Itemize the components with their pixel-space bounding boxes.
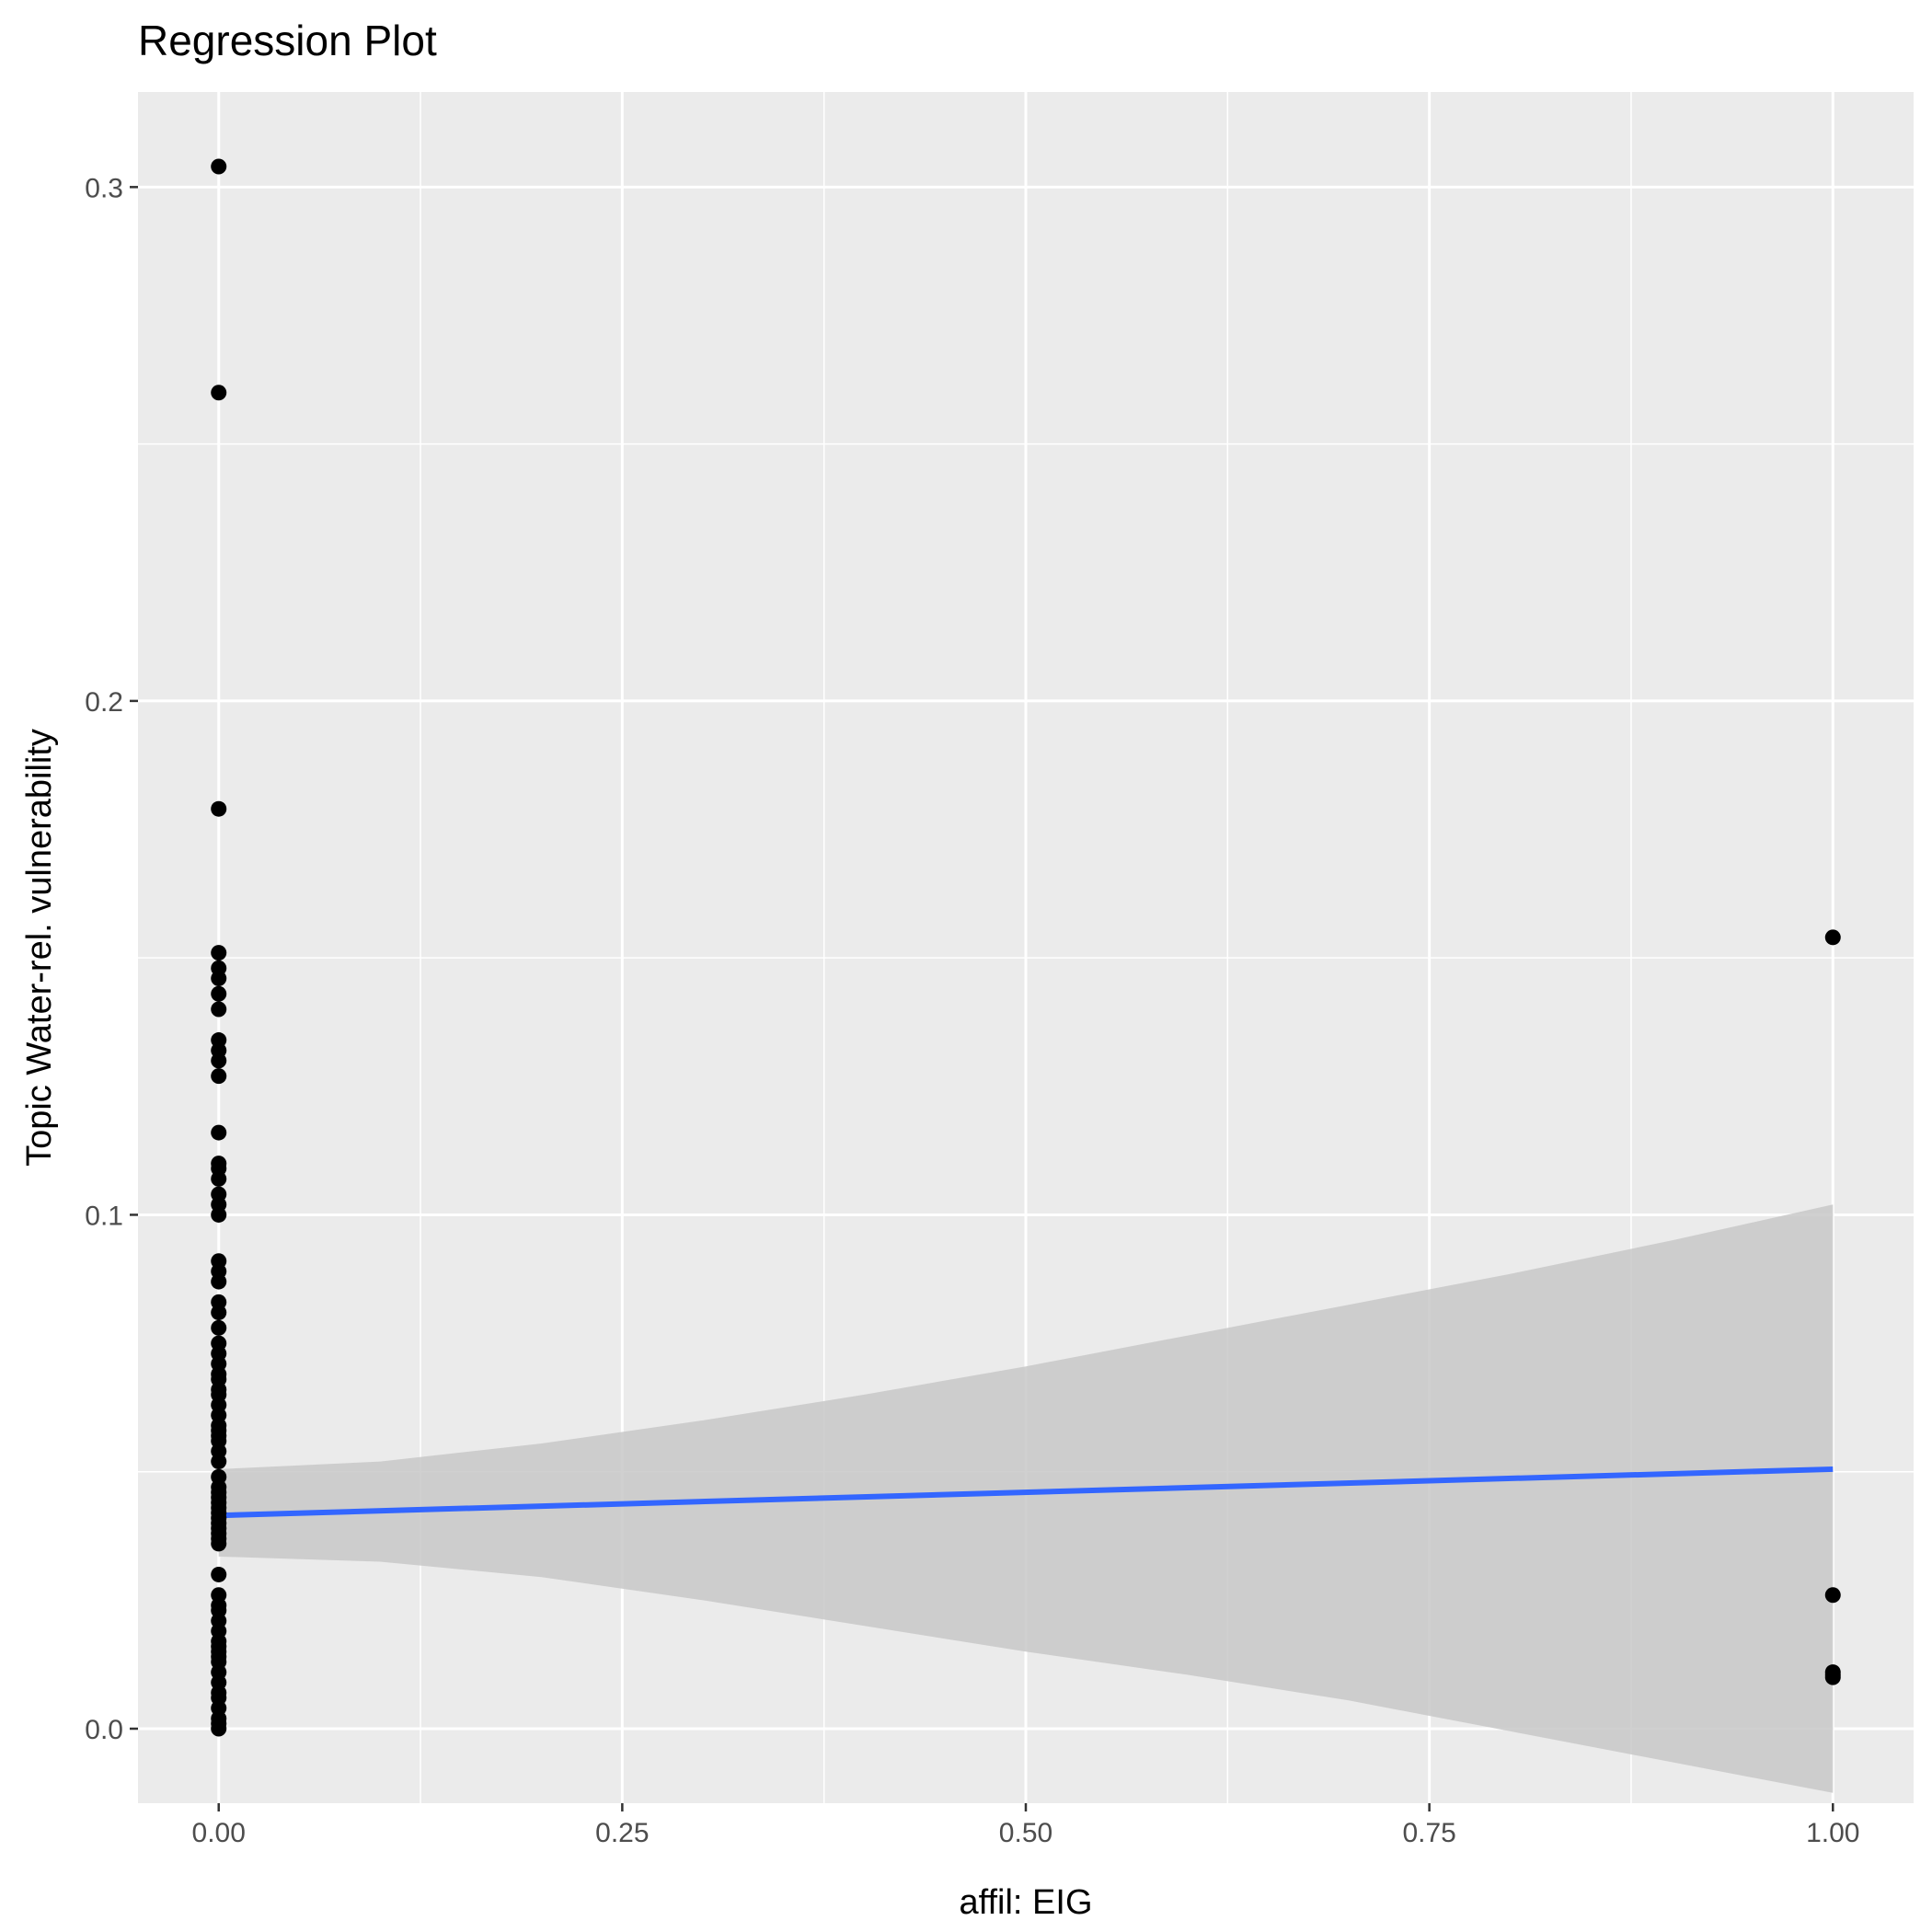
- regression-line: [218, 1466, 1834, 1519]
- data-point: [211, 158, 227, 175]
- y-axis-title: Topic Water-rel. vulnerability: [20, 729, 59, 1167]
- y-tick-label: 0.2: [85, 687, 123, 718]
- x-tick-label: 0.00: [192, 1818, 246, 1848]
- x-axis-ticks: 0.00 0.25 0.50 0.75 1.00: [192, 1803, 1859, 1848]
- data-point: [211, 1068, 227, 1085]
- confidence-band: [218, 1204, 1834, 1793]
- chart-title: Regression Plot: [138, 17, 437, 64]
- x-axis-title: affil: EIG: [959, 1883, 1092, 1922]
- data-point: [211, 945, 227, 961]
- data-point: [1824, 929, 1841, 946]
- data-point: [211, 385, 227, 401]
- data-point: [1824, 1669, 1841, 1685]
- data-point: [211, 1206, 227, 1223]
- data-point: [211, 1124, 227, 1141]
- y-axis-ticks: 0.0 0.1 0.2 0.3: [85, 173, 138, 1745]
- y-tick-label: 0.0: [85, 1715, 123, 1745]
- data-point: [211, 971, 227, 987]
- y-tick-label: 0.1: [85, 1201, 123, 1231]
- data-point: [211, 1052, 227, 1069]
- data-point: [211, 1720, 227, 1737]
- data-points: [211, 158, 1841, 1737]
- x-tick-label: 0.75: [1402, 1818, 1455, 1848]
- data-point: [211, 800, 227, 817]
- x-tick-label: 0.50: [999, 1818, 1052, 1848]
- data-point: [211, 1566, 227, 1582]
- data-point: [211, 1273, 227, 1290]
- data-point: [211, 1535, 227, 1552]
- data-point: [211, 1170, 227, 1187]
- data-point: [211, 985, 227, 1002]
- data-point: [1824, 1587, 1841, 1604]
- x-tick-label: 1.00: [1806, 1818, 1859, 1848]
- data-point: [211, 1001, 227, 1018]
- x-tick-label: 0.25: [595, 1818, 649, 1848]
- data-point: [211, 1454, 227, 1470]
- data-point: [211, 1319, 227, 1336]
- y-tick-label: 0.3: [85, 173, 123, 203]
- data-point: [211, 1305, 227, 1321]
